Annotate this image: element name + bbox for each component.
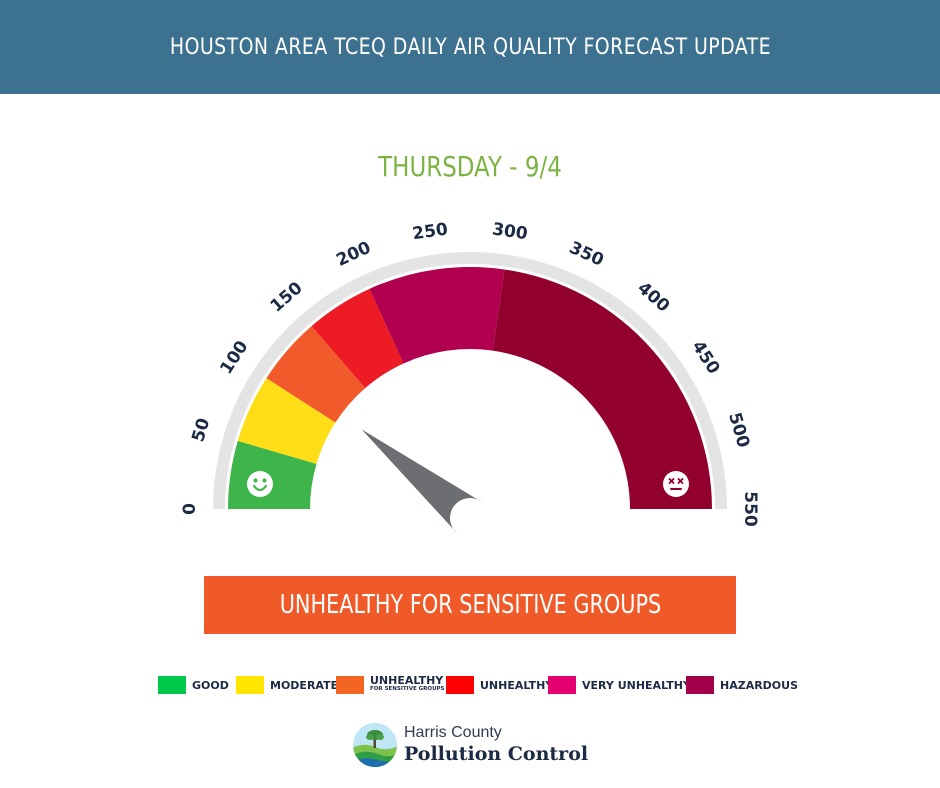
legend-swatch <box>548 676 576 694</box>
logo-emblem-icon <box>353 723 397 767</box>
legend-label: UNHEALTHY FOR SENSITIVE GROUPS <box>370 673 445 693</box>
legend-label-sub: FOR SENSITIVE GROUPS <box>370 685 445 692</box>
gauge-needle <box>361 429 483 534</box>
legend-label: VERY UNHEALTHY <box>582 678 691 692</box>
legend-item-hazardous: HAZARDOUS <box>686 676 798 694</box>
legend-swatch <box>336 676 364 694</box>
logo-line1: Harris County <box>404 724 502 741</box>
gauge-band-unhealthy <box>311 288 404 389</box>
gauge-band-very-unhealthy <box>369 267 505 364</box>
harris-county-logo: Harris County Pollution Control <box>352 722 588 768</box>
gauge-band-unhealthy-for-sensitive-groups <box>266 326 366 423</box>
legend-item-very-unhealthy: VERY UNHEALTHY <box>548 676 691 694</box>
legend-item-good: GOOD <box>158 676 229 694</box>
gauge-tick-label: 400 <box>633 278 673 316</box>
legend-item-moderate: MODERATE <box>236 676 338 694</box>
forecast-category-banner: UNHEALTHY FOR SENSITIVE GROUPS <box>204 576 736 634</box>
gauge-tick-label: 500 <box>724 410 753 450</box>
gauge-tick-label: 250 <box>411 219 449 244</box>
legend-label-main: UNHEALTHY <box>370 673 444 687</box>
forecast-category-label: UNHEALTHY FOR SENSITIVE GROUPS <box>279 590 661 620</box>
legend-swatch <box>446 676 474 694</box>
legend-swatch <box>686 676 714 694</box>
legend-label: UNHEALTHY <box>480 678 554 692</box>
legend-label: HAZARDOUS <box>720 678 799 692</box>
legend-swatch <box>236 676 264 694</box>
legend-label: MODERATE <box>270 678 339 692</box>
forecast-day-title: THURSDAY - 9/4 <box>378 150 562 183</box>
gauge-tick-label: 350 <box>566 238 607 271</box>
gauge-tick-label: 150 <box>267 278 307 316</box>
header-bar: HOUSTON AREA TCEQ DAILY AIR QUALITY FORE… <box>0 0 940 94</box>
aqi-gauge: 0 50 100 150 200 250 300 350 400 450 500 550 <box>180 219 760 534</box>
needle-hub <box>461 509 479 527</box>
legend-swatch <box>158 676 186 694</box>
legend-item-unhealthy-sensitive: UNHEALTHY FOR SENSITIVE GROUPS <box>336 673 445 694</box>
gauge-tick-label: 0 <box>180 503 200 515</box>
legend-label: GOOD <box>192 678 229 692</box>
logo-line2: Pollution Control <box>404 743 589 765</box>
header-title: HOUSTON AREA TCEQ DAILY AIR QUALITY FORE… <box>169 34 771 60</box>
gauge-tick-label: 100 <box>216 337 252 378</box>
gauge-tick-label: 50 <box>188 416 214 444</box>
logo-text: Harris County Pollution Control <box>404 724 588 766</box>
happy-face-icon <box>247 471 273 497</box>
gauge-tick-label: 300 <box>491 219 529 244</box>
gauge-tick-label: 450 <box>688 337 724 378</box>
gauge-band-hazardous <box>492 269 712 509</box>
gauge-tick-label: 200 <box>333 238 374 271</box>
gauge-track <box>213 252 727 510</box>
dizzy-face-icon <box>663 471 689 497</box>
legend-item-unhealthy: UNHEALTHY <box>446 676 553 694</box>
gauge-band-moderate <box>237 378 336 464</box>
gauge-tick-label: 550 <box>740 491 760 527</box>
legend: GOOD MODERATE UNHEALTHY FOR SENSITIVE GR… <box>0 673 940 700</box>
